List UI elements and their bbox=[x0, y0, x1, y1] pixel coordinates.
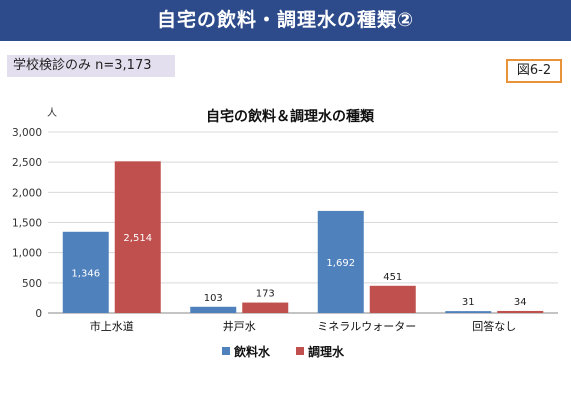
bar bbox=[497, 310, 544, 313]
y-axis-unit: 人 bbox=[47, 107, 57, 119]
data-label: 103 bbox=[204, 293, 223, 304]
y-tick-label: 0 bbox=[35, 308, 42, 320]
bar bbox=[190, 306, 237, 313]
y-tick-label: 3,000 bbox=[12, 127, 42, 139]
page-title: 自宅の飲料・調理水の種類② bbox=[156, 9, 415, 31]
legend-swatch bbox=[296, 347, 304, 355]
x-tick-label: ミネラルウォーター bbox=[317, 320, 416, 333]
data-label: 31 bbox=[462, 297, 475, 308]
y-tick-label: 2,000 bbox=[12, 187, 42, 199]
x-tick-label: 井戸水 bbox=[223, 319, 256, 333]
data-label: 1,692 bbox=[326, 258, 355, 269]
bar bbox=[62, 231, 109, 313]
bar bbox=[242, 302, 289, 313]
data-label: 34 bbox=[514, 297, 527, 308]
title-bar bbox=[0, 0, 571, 41]
y-tick-label: 1,500 bbox=[12, 218, 42, 230]
x-tick-label: 市上水道 bbox=[90, 319, 134, 333]
y-tick-label: 2,500 bbox=[12, 157, 42, 169]
bar bbox=[114, 161, 161, 313]
chart-title: 自宅の飲料＆調理水の種類 bbox=[206, 108, 375, 125]
data-label: 1,346 bbox=[71, 268, 100, 279]
y-tick-label: 1,000 bbox=[12, 248, 42, 260]
bar bbox=[369, 285, 416, 313]
legend-swatch bbox=[222, 347, 230, 355]
sample-subset-label: 学校検診のみ n=3,173 bbox=[7, 55, 175, 77]
bar bbox=[445, 311, 492, 313]
legend-entry: 調理水 bbox=[308, 344, 345, 359]
y-tick-label: 500 bbox=[22, 278, 42, 290]
data-label: 2,514 bbox=[123, 233, 152, 244]
legend-entry: 飲料水 bbox=[233, 344, 271, 359]
bar bbox=[317, 210, 364, 313]
data-label: 451 bbox=[383, 272, 402, 283]
x-tick-label: 回答なし bbox=[472, 319, 516, 333]
data-label: 173 bbox=[256, 289, 275, 300]
figure-number-box: 図6-2 bbox=[506, 59, 562, 83]
